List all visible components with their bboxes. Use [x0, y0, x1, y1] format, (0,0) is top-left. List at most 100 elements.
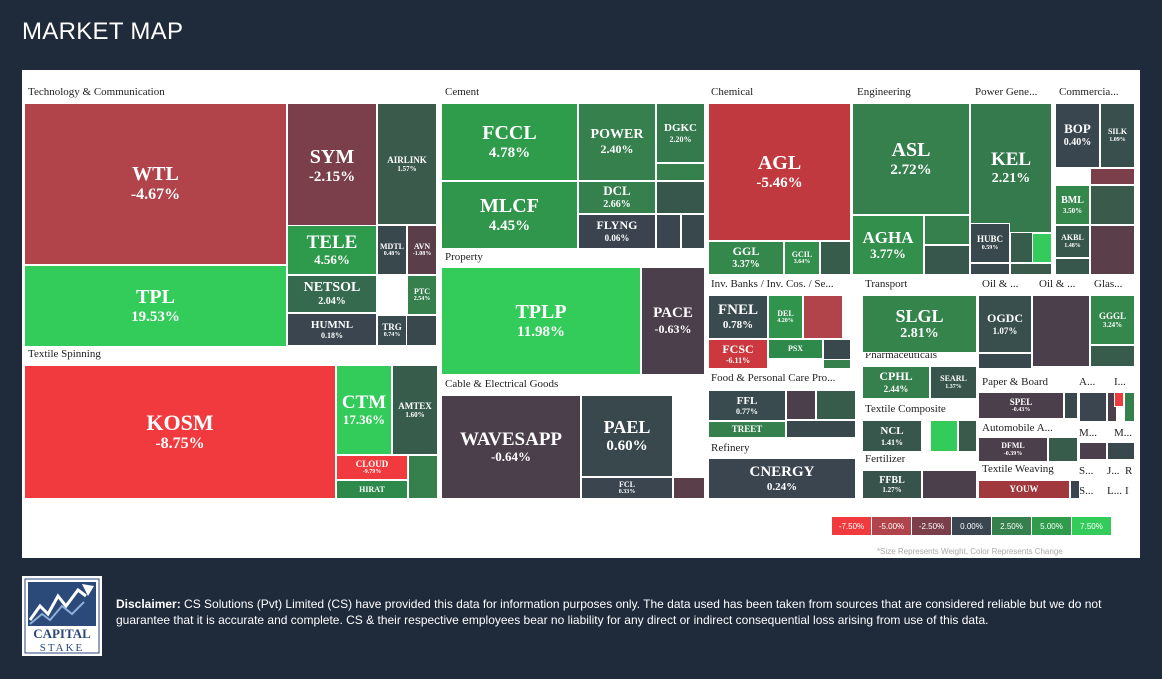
stock-tile-ggl[interactable]: GGL 3.37% — [708, 241, 784, 275]
stock-tile-silk[interactable]: SILK 1.09% — [1100, 103, 1135, 168]
minor-stock-tile[interactable] — [922, 470, 977, 499]
stock-tile-ffl[interactable]: FFL 0.77% — [708, 390, 786, 421]
minor-stock-tile[interactable] — [816, 390, 856, 420]
stock-tile-gcil[interactable]: GCIL 3.64% — [784, 241, 820, 275]
minor-stock-tile[interactable] — [803, 295, 843, 339]
minor-stock-tile[interactable] — [656, 163, 705, 181]
minor-stock-tile[interactable] — [1032, 295, 1090, 367]
minor-stock-tile[interactable] — [1107, 392, 1117, 422]
minor-stock-tile[interactable] — [681, 214, 705, 249]
stock-tile-sym[interactable]: SYM -2.15% — [287, 103, 377, 230]
stock-tile-hubc[interactable]: HUBC 0.59% — [970, 223, 1010, 263]
stock-change: 2.20% — [669, 134, 692, 144]
minor-stock-tile[interactable] — [1070, 480, 1080, 499]
stock-tile-gggl[interactable]: GGGL 3.24% — [1090, 295, 1135, 345]
minor-stock-tile[interactable] — [1124, 392, 1135, 422]
stock-tile-slgl[interactable]: SLGL 2.81% — [862, 295, 977, 353]
stock-tile-airlink[interactable]: AIRLINK 1.57% — [377, 103, 437, 225]
stock-tile-ffbl[interactable]: FFBL 1.27% — [862, 470, 922, 499]
minor-stock-tile[interactable] — [1032, 233, 1052, 263]
stock-tile-psx[interactable]: PSX — [768, 339, 823, 359]
minor-stock-tile[interactable] — [1107, 442, 1135, 460]
minor-stock-tile[interactable] — [978, 353, 1032, 369]
stock-tile-cnergy[interactable]: CNERGY 0.24% — [708, 458, 856, 499]
minor-stock-tile[interactable] — [673, 477, 705, 499]
stock-tile-ctm[interactable]: CTM 17.36% — [336, 365, 392, 455]
stock-change: 1.09% — [1109, 136, 1126, 143]
stock-tile-youw[interactable]: YOUW — [978, 480, 1070, 499]
minor-stock-tile[interactable] — [656, 181, 705, 214]
minor-stock-tile[interactable] — [408, 455, 438, 499]
stock-symbol: TRG — [382, 321, 402, 332]
stock-tile-bml[interactable]: BML 3.50% — [1055, 185, 1090, 225]
stock-tile-wavesapp[interactable]: WAVESAPP -0.64% — [441, 395, 581, 499]
stock-tile-spel[interactable]: SPEL -0.43% — [978, 392, 1064, 419]
minor-stock-tile[interactable] — [786, 420, 856, 438]
stock-tile-tpl[interactable]: TPL 19.53% — [24, 265, 287, 347]
stock-tile-wtl[interactable]: WTL -4.67% — [24, 103, 287, 265]
stock-tile-searl[interactable]: SEARL 1.37% — [930, 366, 977, 399]
stock-tile-tele[interactable]: TELE 4.56% — [287, 225, 377, 275]
stock-tile-agha[interactable]: AGHA 3.77% — [852, 215, 924, 275]
stock-tile-kel[interactable]: KEL 2.21% — [970, 103, 1052, 233]
minor-stock-tile[interactable] — [1079, 392, 1107, 422]
minor-stock-tile[interactable] — [1114, 392, 1124, 407]
minor-stock-tile[interactable] — [930, 420, 958, 452]
minor-stock-tile[interactable] — [970, 263, 1010, 275]
stock-tile-dcl[interactable]: DCL 2.66% — [578, 181, 656, 214]
stock-tile-fcl[interactable]: FCL 0.33% — [581, 477, 673, 499]
minor-stock-tile[interactable] — [823, 359, 851, 369]
stock-tile-dfml[interactable]: DFML -0.39% — [978, 437, 1048, 462]
stock-tile-ogdc[interactable]: OGDC 1.07% — [978, 295, 1032, 353]
stock-tile-fnel[interactable]: FNEL 0.78% — [708, 295, 768, 339]
stock-tile-mlcf[interactable]: MLCF 4.45% — [441, 181, 578, 249]
minor-stock-tile[interactable] — [1090, 168, 1135, 185]
minor-stock-tile[interactable] — [1090, 185, 1135, 225]
minor-stock-tile[interactable] — [1064, 392, 1078, 419]
stock-symbol: AGHA — [862, 227, 914, 247]
minor-stock-tile[interactable] — [1090, 225, 1135, 275]
stock-tile-humnl[interactable]: HUMNL 0.18% — [287, 313, 377, 346]
minor-stock-tile[interactable] — [1048, 437, 1078, 462]
stock-tile-power[interactable]: POWER 2.40% — [578, 103, 656, 181]
stock-tile-fccl[interactable]: FCCL 4.78% — [441, 103, 578, 181]
minor-stock-tile[interactable] — [656, 214, 681, 249]
stock-tile-cphl[interactable]: CPHL 2.44% — [862, 366, 930, 399]
stock-tile-fcsc[interactable]: FCSC -6.11% — [708, 339, 768, 369]
stock-tile-dgkc[interactable]: DGKC 2.20% — [656, 103, 705, 163]
sector-label-textile_comp: Textile Composite — [865, 403, 946, 415]
minor-stock-tile[interactable] — [1079, 442, 1107, 460]
stock-tile-pael[interactable]: PAEL 0.60% — [581, 395, 673, 477]
stock-tile-kosm[interactable]: KOSM -8.75% — [24, 365, 336, 499]
stock-tile-del[interactable]: DEL 4.20% — [768, 295, 803, 339]
minor-stock-tile[interactable] — [1090, 345, 1135, 367]
minor-stock-tile[interactable] — [924, 245, 970, 275]
stock-tile-avn[interactable]: AVN -1.08% — [407, 225, 437, 275]
stock-change: 2.40% — [600, 142, 634, 157]
minor-stock-tile[interactable] — [1010, 263, 1052, 275]
stock-tile-amtex[interactable]: AMTEX 1.60% — [392, 365, 438, 455]
stock-tile-trg[interactable]: TRG 0.74% — [377, 315, 407, 346]
stock-tile-mdtl[interactable]: MDTL 0.48% — [377, 225, 407, 275]
stock-tile-ncl[interactable]: NCL 1.41% — [862, 420, 922, 452]
minor-stock-tile[interactable] — [820, 241, 851, 275]
stock-tile-bop[interactable]: BOP 0.40% — [1055, 103, 1100, 168]
minor-stock-tile[interactable] — [958, 420, 977, 452]
minor-stock-tile[interactable] — [1055, 258, 1090, 275]
stock-tile-asl[interactable]: ASL 2.72% — [852, 103, 970, 215]
stock-tile-agl[interactable]: AGL -5.46% — [708, 103, 851, 241]
stock-symbol: BOP — [1064, 121, 1091, 137]
stock-tile-pace[interactable]: PACE -0.63% — [641, 267, 705, 375]
stock-tile-cloud[interactable]: CLOUD -9.79% — [336, 455, 408, 480]
stock-tile-hirat[interactable]: HIRAT — [336, 480, 408, 499]
stock-tile-flyng[interactable]: FLYNG 0.06% — [578, 214, 656, 249]
minor-stock-tile[interactable] — [786, 390, 816, 420]
stock-change: 2.81% — [900, 326, 939, 342]
stock-tile-akbl[interactable]: AKBL 1.48% — [1055, 225, 1090, 258]
minor-stock-tile[interactable] — [924, 215, 970, 245]
stock-tile-treet[interactable]: TREET — [708, 421, 786, 438]
stock-tile-ptc[interactable]: PTC 2.54% — [407, 275, 437, 315]
stock-tile-netsol[interactable]: NETSOL 2.04% — [287, 275, 377, 313]
stock-tile-tplp[interactable]: TPLP 11.98% — [441, 267, 641, 375]
stock-change: 3.77% — [870, 246, 906, 262]
